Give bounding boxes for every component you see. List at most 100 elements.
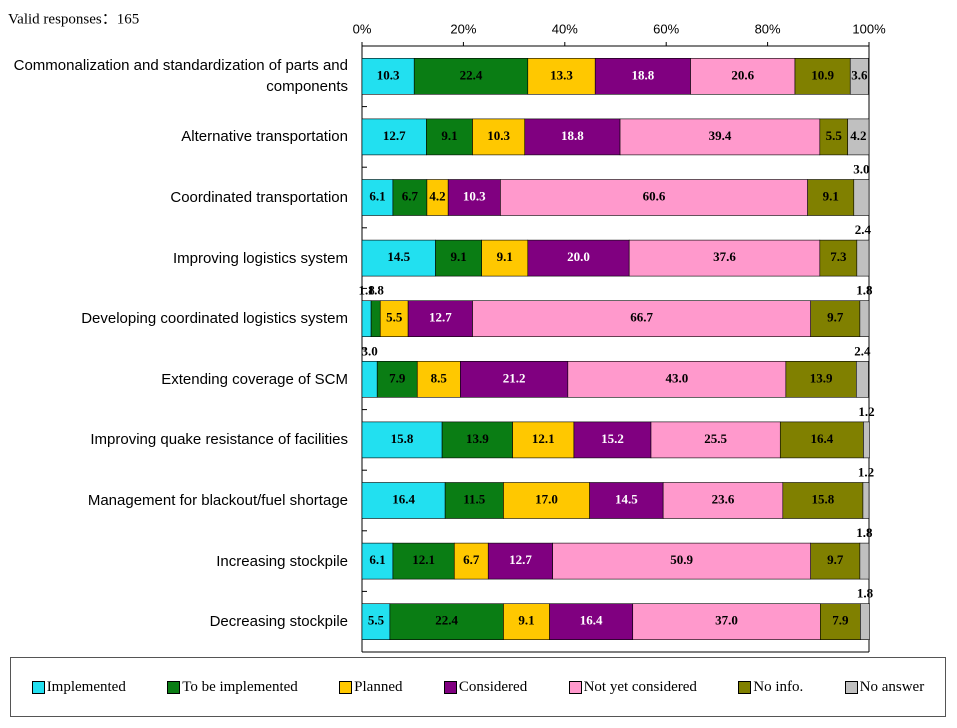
value-label: 17.0	[535, 491, 558, 506]
value-label: 10.3	[463, 188, 486, 203]
value-label: 11.5	[463, 491, 486, 506]
value-label: 12.7	[383, 128, 406, 143]
category-label: Developing coordinated logistics system	[81, 310, 348, 328]
bar-segment	[512, 421, 575, 459]
bar-segment	[527, 239, 630, 277]
bar-segment	[856, 360, 869, 398]
value-label: 1.8	[856, 525, 873, 540]
bar-segment	[860, 603, 870, 641]
legend-item: Considered	[443, 679, 527, 696]
bar-segment	[863, 421, 870, 459]
value-label: 13.9	[466, 431, 489, 446]
bar-segment	[849, 57, 869, 95]
category-label: Improving logistics system	[172, 249, 348, 267]
value-label: 3.0	[361, 343, 377, 358]
bar-segment	[361, 57, 415, 95]
value-label: 10.9	[811, 67, 834, 82]
value-label: 22.4	[435, 613, 458, 628]
bar-segment	[628, 239, 821, 277]
category-label: Coordinated transportation	[170, 189, 348, 206]
bar-segment	[447, 179, 501, 216]
category-label: Commonalization and standardization of p…	[13, 57, 348, 96]
bar-segment	[862, 482, 870, 519]
value-label: 1.2	[858, 464, 874, 479]
value-label: 9.7	[827, 310, 844, 325]
bar-segment	[361, 542, 394, 580]
bar-segment	[472, 300, 811, 338]
value-label: 6.1	[369, 552, 385, 567]
bar-segment	[594, 57, 691, 95]
bar-segment	[785, 360, 857, 398]
bar-segment	[662, 482, 784, 519]
bar-segment	[503, 603, 550, 641]
value-label: 16.4	[392, 491, 415, 506]
legend-label: Planned	[354, 678, 403, 695]
bar-segment	[794, 57, 851, 95]
legend-item: No answer	[844, 678, 925, 696]
bar-segment	[370, 300, 381, 338]
legend-label: To be implemented	[182, 678, 298, 695]
bar-segment	[379, 300, 409, 338]
legend-swatch	[443, 680, 457, 694]
bar-segment	[782, 482, 864, 519]
value-label: 4.2	[850, 128, 866, 143]
value-label: 9.1	[441, 128, 457, 143]
bar-segment	[619, 118, 821, 156]
legend-label: Not yet considered	[583, 678, 697, 695]
legend-swatch	[568, 680, 582, 694]
value-label: 8.5	[431, 370, 448, 385]
value-label: 5.5	[826, 128, 843, 143]
value-label: 37.0	[715, 613, 738, 628]
bar-segment	[819, 239, 858, 277]
value-label: 4.2	[429, 188, 445, 203]
bar-segment	[361, 300, 372, 338]
value-label: 1.8	[358, 283, 375, 298]
value-label: 21.2	[503, 370, 526, 385]
value-label: 9.1	[497, 249, 513, 264]
bar-segment	[444, 482, 504, 519]
bar-segment	[392, 542, 455, 580]
legend-swatch	[339, 680, 353, 694]
note: Valid responses：165	[8, 11, 139, 27]
value-label: 12.7	[429, 310, 452, 325]
value-label: 5.5	[368, 613, 385, 628]
value-label: 2.4	[855, 222, 872, 237]
bar-segment	[460, 360, 569, 398]
category-label: Improving quake resistance of facilities	[90, 431, 348, 449]
x-tick-label: 20%	[450, 21, 476, 36]
value-label: 7.9	[389, 370, 406, 385]
bar-segment	[859, 300, 870, 338]
value-label: 14.5	[615, 491, 638, 506]
value-label: 16.4	[810, 431, 833, 446]
legend-label: No answer	[859, 678, 925, 695]
legend-swatch	[738, 680, 752, 694]
bar-segment	[361, 239, 436, 277]
bar-segment	[453, 542, 489, 580]
x-tick-label: 80%	[755, 21, 781, 36]
value-label: 25.5	[704, 431, 727, 446]
bar-segment	[810, 300, 861, 338]
value-label: 1.8	[368, 283, 385, 298]
bar-segment	[407, 300, 473, 338]
value-label: 6.1	[369, 188, 385, 203]
category-label: Management for blackout/fuel shortage	[87, 492, 348, 509]
value-label: 3.0	[853, 161, 869, 176]
value-label: 1.8	[857, 586, 874, 601]
bar-segment	[413, 57, 529, 95]
value-label: 18.8	[632, 67, 655, 82]
value-label: 10.3	[377, 67, 400, 82]
value-label: 6.7	[402, 188, 419, 203]
value-label: 13.9	[810, 370, 833, 385]
bar-segment	[820, 603, 861, 641]
bar-segment	[361, 360, 378, 398]
value-label: 15.8	[391, 431, 414, 446]
bar-segment	[487, 542, 553, 580]
value-label: 2.4	[854, 343, 871, 358]
value-label: 20.0	[567, 249, 590, 264]
value-label: 22.4	[460, 67, 483, 82]
x-tick-label: 0%	[353, 21, 372, 36]
value-label: 39.4	[709, 128, 732, 143]
bar-segment	[859, 542, 870, 580]
